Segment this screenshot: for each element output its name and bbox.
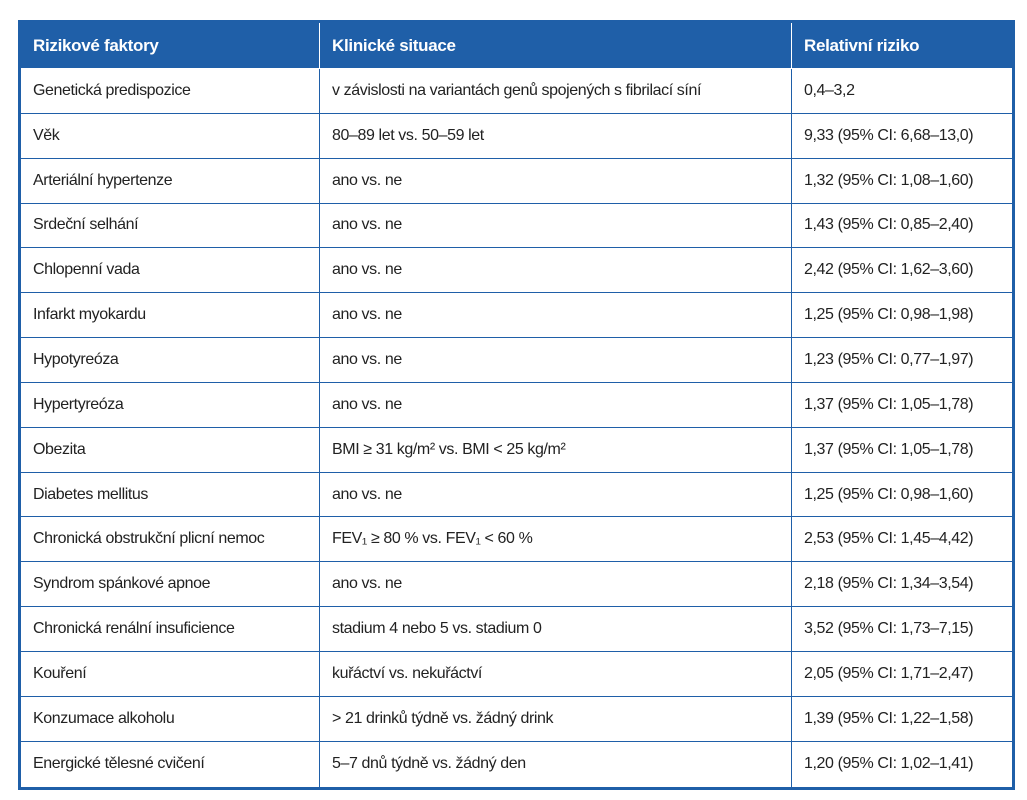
table-row: Chronická obstrukční plicní nemoc FEV₁ ≥ … (19, 516, 1014, 563)
table-cell: > 21 drinků týdně vs. žádný drink (319, 695, 792, 742)
table-cell: ano vs. ne (319, 292, 792, 339)
table-cell: 2,18 (95% CI: 1,34–3,54) (791, 561, 1014, 608)
table-cell: 1,39 (95% CI: 1,22–1,58) (791, 695, 1014, 742)
table-cell: 1,43 (95% CI: 0,85–2,40) (791, 202, 1014, 249)
table-row: Genetická predispozice v závislosti na va… (19, 68, 1014, 114)
table-cell: 1,37 (95% CI: 1,05–1,78) (791, 381, 1014, 428)
table-header: Rizikové faktory Klinické situace Relati… (19, 21, 1014, 69)
table-cell: Arteriální hypertenze (19, 157, 320, 204)
table-row: Chlopenní vada ano vs. ne 2,42 (95% CI: 1,… (19, 247, 1014, 294)
table-cell: ano vs. ne (319, 157, 792, 204)
table-row: Arteriální hypertenze ano vs. ne 1,32 (95%… (19, 157, 1014, 204)
table-row: Konzumace alkoholu > 21 drinků týdně vs. … (19, 695, 1014, 742)
table-cell: 80–89 let vs. 50–59 let (319, 112, 792, 159)
table-cell: 2,42 (95% CI: 1,62–3,60) (791, 247, 1014, 294)
table-cell: Genetická predispozice (19, 68, 320, 114)
table-cell: ano vs. ne (319, 561, 792, 608)
table-cell: 2,53 (95% CI: 1,45–4,42) (791, 516, 1014, 563)
table-cell: Infarkt myokardu (19, 292, 320, 339)
table-cell: 2,05 (95% CI: 1,71–2,47) (791, 650, 1014, 697)
header-cell: Klinické situace (319, 21, 792, 69)
table-cell: Konzumace alkoholu (19, 695, 320, 742)
table-cell: ano vs. ne (319, 471, 792, 518)
table-cell: ano vs. ne (319, 337, 792, 383)
table-cell: Hypertyreóza (19, 381, 320, 428)
table-row: Diabetes mellitus ano vs. ne 1,25 (95% CI:… (19, 471, 1014, 518)
table-row: Srdeční selhání ano vs. ne 1,43 (95% CI: 0… (19, 202, 1014, 249)
table-cell: stadium 4 nebo 5 vs. stadium 0 (319, 606, 792, 652)
table-row: Chronická renální insuficience stadium 4 … (19, 606, 1014, 652)
header-row: Rizikové faktory Klinické situace Relati… (19, 21, 1014, 69)
table-cell: 1,25 (95% CI: 0,98–1,60) (791, 471, 1014, 518)
table-cell: Diabetes mellitus (19, 471, 320, 518)
table-cell: 1,20 (95% CI: 1,02–1,41) (791, 740, 1014, 790)
table-body: Genetická predispozice v závislosti na va… (19, 68, 1014, 790)
table-cell: Věk (19, 112, 320, 159)
table-cell: Chronická renální insuficience (19, 606, 320, 652)
header-cell: Relativní riziko (791, 21, 1014, 69)
table-cell: kuřáctví vs. nekuřáctví (319, 650, 792, 697)
table-row: Energické tělesné cvičení 5–7 dnů týdně v… (19, 740, 1014, 790)
table-cell: Syndrom spánkové apnoe (19, 561, 320, 608)
table-cell: BMI ≥ 31 kg/m² vs. BMI < 25 kg/m² (319, 426, 792, 473)
table-row: Hypertyreóza ano vs. ne 1,37 (95% CI: 1,05… (19, 381, 1014, 428)
table-cell: FEV₁ ≥ 80 % vs. FEV₁ < 60 % (319, 516, 792, 563)
table-cell: 0,4–3,2 (791, 68, 1014, 114)
table-cell: Chlopenní vada (19, 247, 320, 294)
table-cell: Obezita (19, 426, 320, 473)
table-cell: ano vs. ne (319, 202, 792, 249)
table-cell: Chronická obstrukční plicní nemoc (19, 516, 320, 563)
table-row: Syndrom spánkové apnoe ano vs. ne 2,18 (95… (19, 561, 1014, 608)
table-cell: Kouření (19, 650, 320, 697)
table-row: Obezita BMI ≥ 31 kg/m² vs. BMI < 25 kg/m²… (19, 426, 1014, 473)
table-row: Kouření kuřáctví vs. nekuřáctví 2,05 (95% … (19, 650, 1014, 697)
table-cell: Hypotyreóza (19, 337, 320, 383)
table-row: Hypotyreóza ano vs. ne 1,23 (95% CI: 0,77–… (19, 337, 1014, 383)
table-cell: 9,33 (95% CI: 6,68–13,0) (791, 112, 1014, 159)
table-cell: 5–7 dnů týdně vs. žádný den (319, 740, 792, 790)
table-cell: 1,23 (95% CI: 0,77–1,97) (791, 337, 1014, 383)
table-cell: 3,52 (95% CI: 1,73–7,15) (791, 606, 1014, 652)
table-row: Infarkt myokardu ano vs. ne 1,25 (95% CI: … (19, 292, 1014, 339)
table-cell: 1,32 (95% CI: 1,08–1,60) (791, 157, 1014, 204)
table-cell: v závislosti na variantách genů spojenýc… (319, 68, 792, 114)
table-cell: 1,37 (95% CI: 1,05–1,78) (791, 426, 1014, 473)
table-cell: Energické tělesné cvičení (19, 740, 320, 790)
table-cell: ano vs. ne (319, 247, 792, 294)
table-cell: ano vs. ne (319, 381, 792, 428)
table-row: Věk 80–89 let vs. 50–59 let 9,33 (95% CI: … (19, 112, 1014, 159)
risk-table: Rizikové faktory Klinické situace Relati… (18, 20, 1015, 790)
header-cell: Rizikové faktory (19, 21, 320, 69)
table-cell: 1,25 (95% CI: 0,98–1,98) (791, 292, 1014, 339)
table-cell: Srdeční selhání (19, 202, 320, 249)
